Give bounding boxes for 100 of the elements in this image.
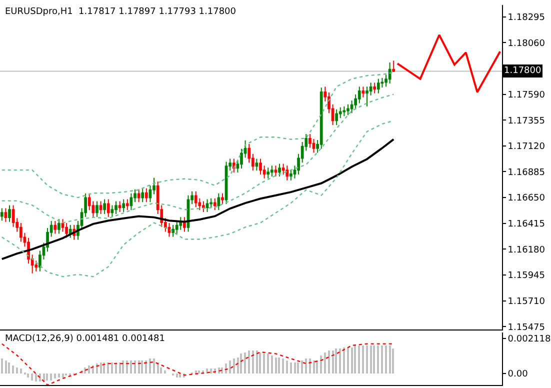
bar xyxy=(107,362,109,374)
candlestick xyxy=(58,218,60,234)
line-series xyxy=(1,94,394,224)
y-tick-label: 1.15945 xyxy=(508,271,546,282)
bar xyxy=(339,348,341,374)
candlestick xyxy=(366,86,368,107)
candlestick xyxy=(392,60,396,73)
candlestick xyxy=(99,200,102,215)
bar xyxy=(290,362,292,374)
candlestick xyxy=(172,224,174,238)
bar xyxy=(46,373,48,380)
candlestick xyxy=(270,165,274,177)
candlestick xyxy=(217,192,220,211)
bar xyxy=(58,373,60,378)
bar xyxy=(252,350,254,374)
bar xyxy=(366,345,368,374)
candlestick xyxy=(141,188,144,203)
bar xyxy=(195,370,197,374)
y-tick-label: 0.00 xyxy=(508,370,528,380)
bar xyxy=(100,362,102,374)
bar xyxy=(301,360,303,374)
candlestick xyxy=(106,198,110,218)
bar xyxy=(20,368,22,374)
line-series xyxy=(396,34,502,94)
bar xyxy=(16,367,18,374)
bar xyxy=(305,358,307,374)
y-tick-label: 1.17590 xyxy=(508,90,546,100)
bar xyxy=(198,370,200,374)
y-tick-label: 1.15710 xyxy=(508,296,546,307)
bar xyxy=(351,347,353,374)
line-series xyxy=(0,138,395,260)
bar xyxy=(54,373,56,378)
bar xyxy=(134,360,136,374)
bar xyxy=(354,345,356,374)
candlestick xyxy=(376,78,380,94)
bar xyxy=(256,350,258,374)
bar xyxy=(35,373,37,382)
candlestick xyxy=(259,158,262,175)
bar xyxy=(96,363,98,374)
bar xyxy=(248,350,250,374)
candlestick xyxy=(320,87,323,150)
candlestick xyxy=(175,220,178,234)
y-tick-label: 1.15475 xyxy=(508,322,546,333)
candlestick xyxy=(8,204,11,222)
y-tick-label: 1.18060 xyxy=(508,38,546,49)
candlestick xyxy=(286,165,289,181)
candlestick xyxy=(0,208,4,222)
bar xyxy=(373,345,375,374)
bar xyxy=(263,353,265,374)
bar xyxy=(343,347,345,374)
candlestick xyxy=(103,198,106,215)
chart-title: MACD(12,26,9) 0.001481 0.001481 xyxy=(5,334,165,344)
bar xyxy=(320,355,322,374)
candlestick xyxy=(221,192,224,205)
bar xyxy=(233,358,235,374)
candlestick xyxy=(118,200,122,213)
candlestick xyxy=(255,158,258,172)
bar xyxy=(62,373,64,378)
candlestick xyxy=(206,198,209,213)
bar xyxy=(240,353,242,374)
bar xyxy=(271,355,273,374)
bar xyxy=(88,365,90,374)
bar xyxy=(347,347,349,374)
bar xyxy=(229,360,231,374)
candlestick xyxy=(278,163,281,177)
bar xyxy=(332,350,334,374)
candlestick xyxy=(388,62,392,84)
bar xyxy=(179,373,181,378)
bar xyxy=(259,352,261,374)
bar xyxy=(50,373,52,380)
chart-title: EURUSDpro,H1 1.17817 1.17897 1.17793 1.17800 xyxy=(5,7,236,17)
bar xyxy=(275,357,277,374)
y-tick-label: 1.16885 xyxy=(508,168,546,178)
bar xyxy=(370,345,372,374)
candlestick xyxy=(144,188,148,203)
candlestick xyxy=(194,190,198,208)
y-tick-label: 1.16180 xyxy=(508,245,546,256)
bar xyxy=(237,357,239,374)
candlestick xyxy=(137,188,140,203)
bar xyxy=(122,360,124,374)
ref-line-label: 1.17800 xyxy=(504,66,542,76)
bar xyxy=(286,360,288,374)
bar xyxy=(157,362,159,374)
y-tick-label: 1.18295 xyxy=(508,13,546,24)
bar xyxy=(27,373,29,378)
bar xyxy=(358,345,360,374)
bar xyxy=(43,373,45,382)
candlestick xyxy=(130,192,133,211)
bar xyxy=(362,345,364,374)
candlestick xyxy=(126,198,129,211)
bar xyxy=(12,365,14,374)
bar xyxy=(8,362,10,374)
candlestick xyxy=(346,104,350,116)
bar xyxy=(115,362,117,374)
candlestick xyxy=(342,106,346,117)
bar xyxy=(210,368,212,374)
line-series xyxy=(1,343,394,385)
bar xyxy=(282,358,284,374)
bar xyxy=(176,373,178,378)
bar xyxy=(5,360,7,374)
